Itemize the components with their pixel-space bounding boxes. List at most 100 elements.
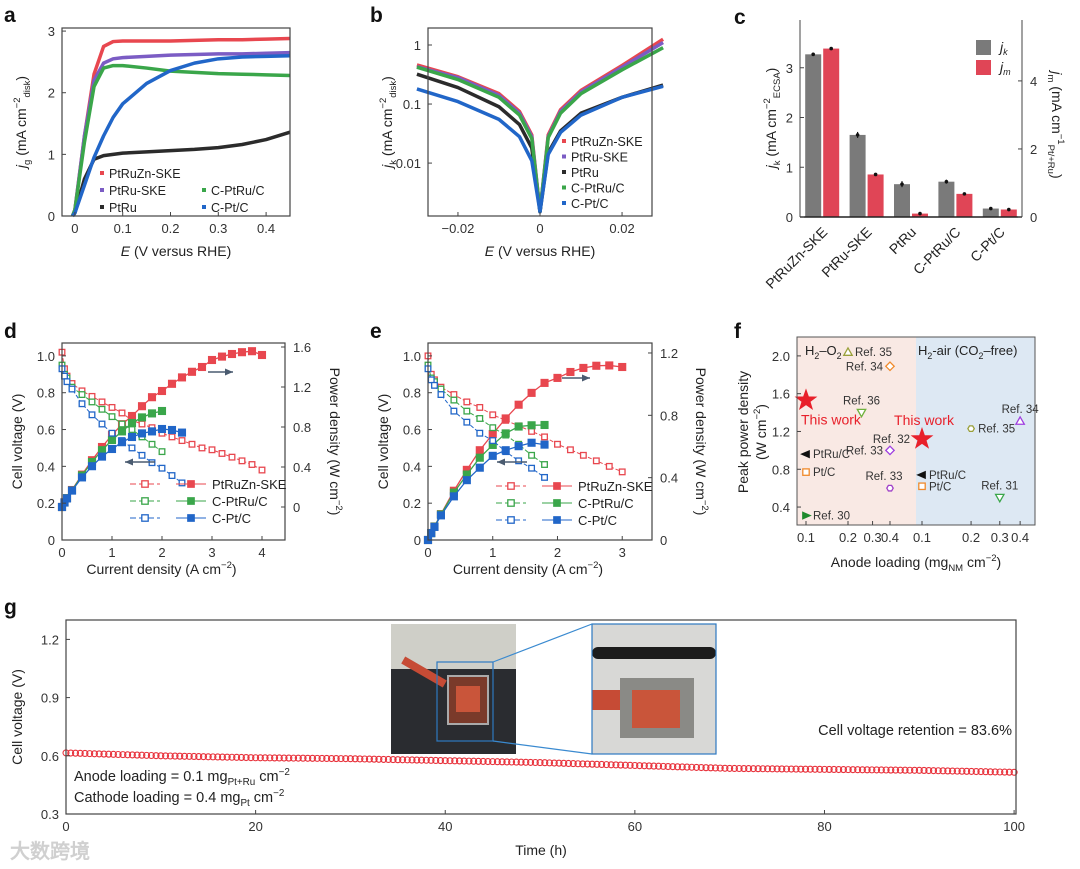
data-point <box>384 755 392 764</box>
scatter-point <box>794 388 818 410</box>
data-point <box>806 765 814 773</box>
label-segment: Power density (W cm <box>693 368 709 500</box>
data-point <box>967 767 975 775</box>
data-point <box>958 767 966 775</box>
power-point <box>167 379 177 388</box>
label-segment: −2 <box>333 500 344 511</box>
voltage-point <box>228 453 236 461</box>
data-point <box>991 768 999 776</box>
error-bar-cap <box>900 182 904 186</box>
voltage-point <box>198 444 206 452</box>
legend-marker-filled <box>187 497 195 505</box>
x-tick-label: 60 <box>628 819 642 834</box>
y-axis-label-units: (W cm−2) <box>752 404 769 460</box>
y-tick-label: 0.2 <box>37 496 55 511</box>
error-bar-cap <box>855 133 860 137</box>
y-right-tick-label: 1.6 <box>293 340 311 355</box>
data-point <box>327 754 336 763</box>
data-point <box>218 753 226 761</box>
scatter-point <box>916 470 926 480</box>
label-segment: −2 <box>221 560 232 571</box>
label-segment: m <box>1045 74 1056 82</box>
label-segment: 2 <box>979 351 984 361</box>
data-point <box>427 756 435 764</box>
point-label: Ref. 35 <box>855 347 892 359</box>
panel-d-frame <box>61 342 286 541</box>
label-segment: NM <box>948 563 963 574</box>
label-segment: ) <box>327 511 343 516</box>
legend-marker-filled <box>553 482 561 490</box>
voltage-point <box>128 426 136 433</box>
label-segment: ) <box>693 511 709 516</box>
fuel-cell-setup-photo <box>391 624 516 754</box>
voltage-point <box>618 468 626 476</box>
data-point <box>697 763 705 772</box>
label-segment: Cell voltage (V) <box>9 394 25 490</box>
legend-label-main: j <box>998 59 1004 75</box>
data-point <box>223 753 231 761</box>
legend-label: PtRuZn-SKE <box>212 477 287 492</box>
data-point <box>446 757 454 765</box>
data-point <box>811 765 819 773</box>
voltage-point <box>431 381 438 389</box>
data-point <box>887 766 895 774</box>
power-point <box>87 462 97 471</box>
x-axis-label: Anode loading (mgNM cm−2) <box>831 553 1001 574</box>
label-segment: Current density (A cm <box>86 561 221 577</box>
data-point <box>607 761 615 769</box>
category-label: PtRuZn-SKE <box>762 224 830 292</box>
data-point <box>787 765 795 773</box>
y-axis-label: jg (mA cm−2disk) <box>12 76 33 170</box>
power-point <box>127 411 137 421</box>
data-point <box>626 761 634 769</box>
x-tick-label: 20 <box>248 819 262 834</box>
voltage-point <box>218 450 226 457</box>
label-segment: 2 <box>927 351 932 361</box>
data-point <box>773 765 781 773</box>
power-point <box>527 421 536 430</box>
power-point <box>137 402 147 411</box>
x-tick-label: 0 <box>71 221 78 236</box>
voltage-point <box>148 440 156 448</box>
y-right-tick-label: 0 <box>293 500 300 515</box>
point-label: Pt/C <box>813 467 835 479</box>
data-point <box>214 753 222 761</box>
data-point <box>417 756 426 764</box>
bar <box>938 181 955 217</box>
x-tick-label: 0 <box>62 819 69 834</box>
power-point <box>127 432 137 442</box>
y-axis-label: Cell voltage (V) <box>375 394 391 490</box>
scatter-point <box>802 511 812 520</box>
scatter-point <box>802 468 810 476</box>
photo-tube <box>592 690 620 710</box>
zoom-connector <box>492 740 593 755</box>
voltage-point <box>158 464 166 472</box>
anode-loading-annotation: Anode loading = 0.1 mgPt+Ru cm−2 <box>74 767 290 788</box>
data-point <box>271 754 279 762</box>
data-point <box>195 753 203 761</box>
y-axis-label: Cell voltage (V) <box>9 669 25 765</box>
voltage-point <box>78 400 86 408</box>
label-segment: cm <box>255 769 278 785</box>
y-tick-label: 1 <box>414 38 421 53</box>
voltage-point <box>108 403 116 411</box>
data-point <box>470 757 478 765</box>
error-bar-cap <box>962 192 967 196</box>
voltage-point <box>554 440 561 448</box>
label-segment: cm <box>250 790 273 806</box>
data-point <box>493 758 501 766</box>
point-label: Ref. 33 <box>846 445 883 457</box>
power-point <box>147 409 157 418</box>
data-point <box>664 762 672 771</box>
data-point <box>413 756 421 764</box>
x-tick-label: −0.02 <box>441 221 474 236</box>
data-point <box>81 749 89 758</box>
legend-marker-open <box>141 514 149 522</box>
label-segment: Current density (A cm <box>453 561 588 577</box>
data-point <box>963 767 971 775</box>
y-tick-label: 0.4 <box>772 500 790 515</box>
data-point <box>128 751 136 759</box>
voltage-point <box>427 376 435 384</box>
data-point <box>1010 768 1018 776</box>
x-axis-label: E (V versus RHE) <box>121 243 231 259</box>
